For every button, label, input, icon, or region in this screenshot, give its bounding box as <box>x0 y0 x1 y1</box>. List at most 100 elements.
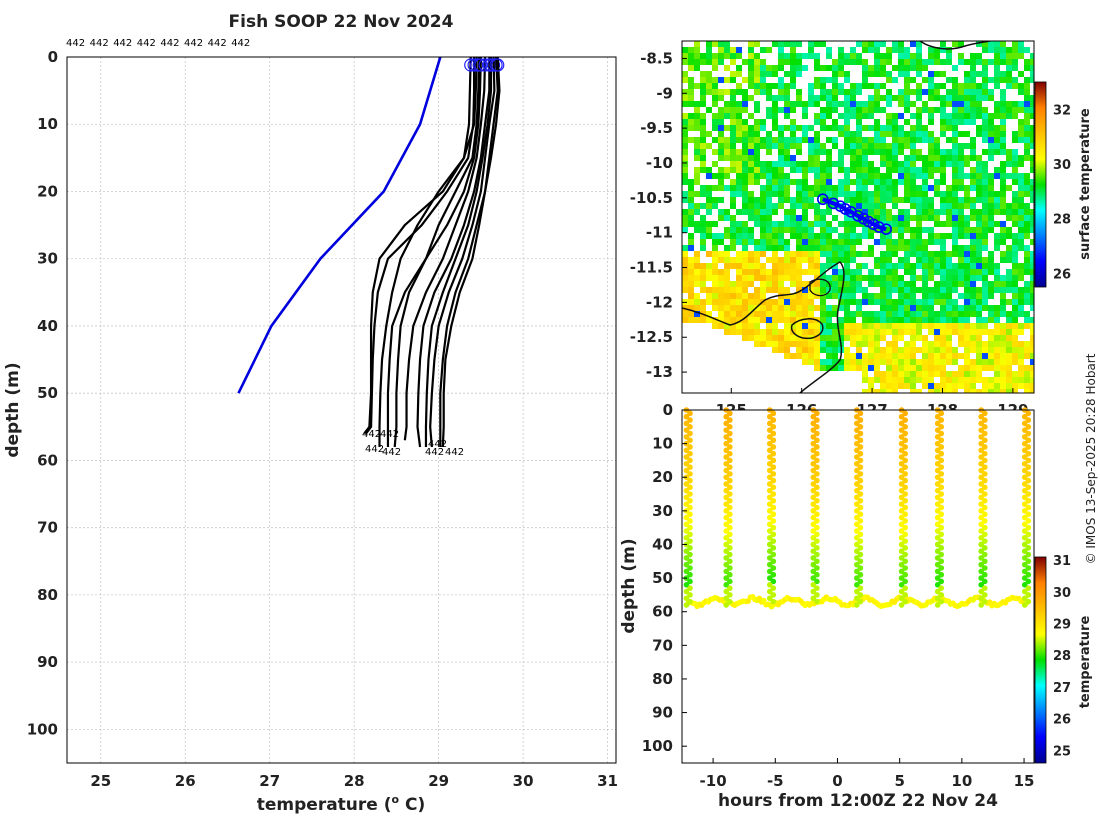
sst-cell <box>898 209 904 215</box>
sst-cell <box>814 167 820 173</box>
sst-cell <box>784 143 790 149</box>
sst-cell <box>772 269 778 275</box>
sst-cell <box>862 371 868 377</box>
sst-cell <box>862 107 868 113</box>
sst-cell <box>1000 239 1006 245</box>
sst-cell <box>838 71 844 77</box>
sst-cell <box>700 281 706 287</box>
sst-cell <box>922 245 928 251</box>
sst-cell <box>1018 137 1024 143</box>
sst-cell <box>1030 287 1036 293</box>
sst-cell <box>682 95 688 101</box>
sst-cell <box>862 161 868 167</box>
sst-cell <box>946 197 952 203</box>
sst-cell <box>970 203 976 209</box>
sst-cell <box>1024 83 1030 89</box>
sst-cell <box>808 185 814 191</box>
sst-cell <box>964 389 970 395</box>
sst-cell <box>898 125 904 131</box>
sst-cell <box>976 245 982 251</box>
sst-cell <box>1024 245 1030 251</box>
sst-cell <box>862 197 868 203</box>
sst-cell <box>742 197 748 203</box>
sst-cell <box>916 131 922 137</box>
sst-cell <box>718 185 724 191</box>
sst-cell <box>868 137 874 143</box>
sst-cell <box>940 377 946 383</box>
sst-cell <box>946 77 952 83</box>
sst-cell <box>802 329 808 335</box>
sst-cell <box>1000 329 1006 335</box>
sst-cell <box>700 305 706 311</box>
sst-cell <box>754 341 760 347</box>
sst-cell <box>838 179 844 185</box>
sst-cell <box>850 299 856 305</box>
sst-cell <box>1018 275 1024 281</box>
sst-cell <box>694 125 700 131</box>
sst-cell <box>784 335 790 341</box>
sst-cell <box>958 305 964 311</box>
sst-cell <box>970 323 976 329</box>
sst-cell <box>790 197 796 203</box>
sst-cell <box>982 131 988 137</box>
sst-cell <box>898 263 904 269</box>
sst-cell <box>976 191 982 197</box>
sst-cell <box>988 179 994 185</box>
sst-cell <box>874 65 880 71</box>
sst-cell <box>796 191 802 197</box>
sst-cell <box>766 311 772 317</box>
sst-cell <box>862 71 868 77</box>
sst-cell <box>748 197 754 203</box>
section-y-tick-label: 40 <box>652 535 673 553</box>
sst-cell <box>916 125 922 131</box>
sst-cell <box>994 305 1000 311</box>
sst-cell <box>748 251 754 257</box>
sst-cell <box>742 263 748 269</box>
sst-cell <box>898 143 904 149</box>
sst-cell <box>874 371 880 377</box>
sst-cell <box>814 353 820 359</box>
sst-cell <box>964 203 970 209</box>
sst-cell <box>910 347 916 353</box>
sst-cell <box>748 77 754 83</box>
sst-cell <box>730 233 736 239</box>
sst-cell <box>988 257 994 263</box>
sst-cell <box>706 143 712 149</box>
sst-cell <box>946 377 952 383</box>
sst-cell <box>706 293 712 299</box>
sst-cell <box>748 191 754 197</box>
sst-cell <box>826 317 832 323</box>
sst-cell <box>760 137 766 143</box>
sst-cell <box>748 335 754 341</box>
sst-cell <box>874 83 880 89</box>
sst-cell <box>700 149 706 155</box>
sst-cell <box>790 269 796 275</box>
sst-cell <box>982 173 988 179</box>
sst-cell <box>1012 287 1018 293</box>
sst-cell <box>994 287 1000 293</box>
sst-cell <box>736 293 742 299</box>
sst-cell <box>928 383 934 389</box>
sst-cell <box>820 209 826 215</box>
sst-cell <box>814 347 820 353</box>
sst-cell <box>934 209 940 215</box>
sst-cell <box>844 293 850 299</box>
sst-cell <box>760 209 766 215</box>
section-colorbar-tick-label: 30 <box>1053 586 1071 601</box>
sst-cell <box>922 101 928 107</box>
sst-cell <box>838 155 844 161</box>
sst-cell <box>796 149 802 155</box>
sst-cell <box>934 365 940 371</box>
sst-cell <box>994 65 1000 71</box>
sst-cell <box>682 269 688 275</box>
sst-cell <box>808 89 814 95</box>
sst-cell <box>1024 155 1030 161</box>
sst-cell <box>916 389 922 395</box>
sst-cell <box>928 155 934 161</box>
sst-cell <box>982 281 988 287</box>
sst-cell <box>874 281 880 287</box>
sst-cell <box>970 197 976 203</box>
sst-cell <box>970 239 976 245</box>
sst-cell <box>1030 293 1036 299</box>
sst-cell <box>790 107 796 113</box>
